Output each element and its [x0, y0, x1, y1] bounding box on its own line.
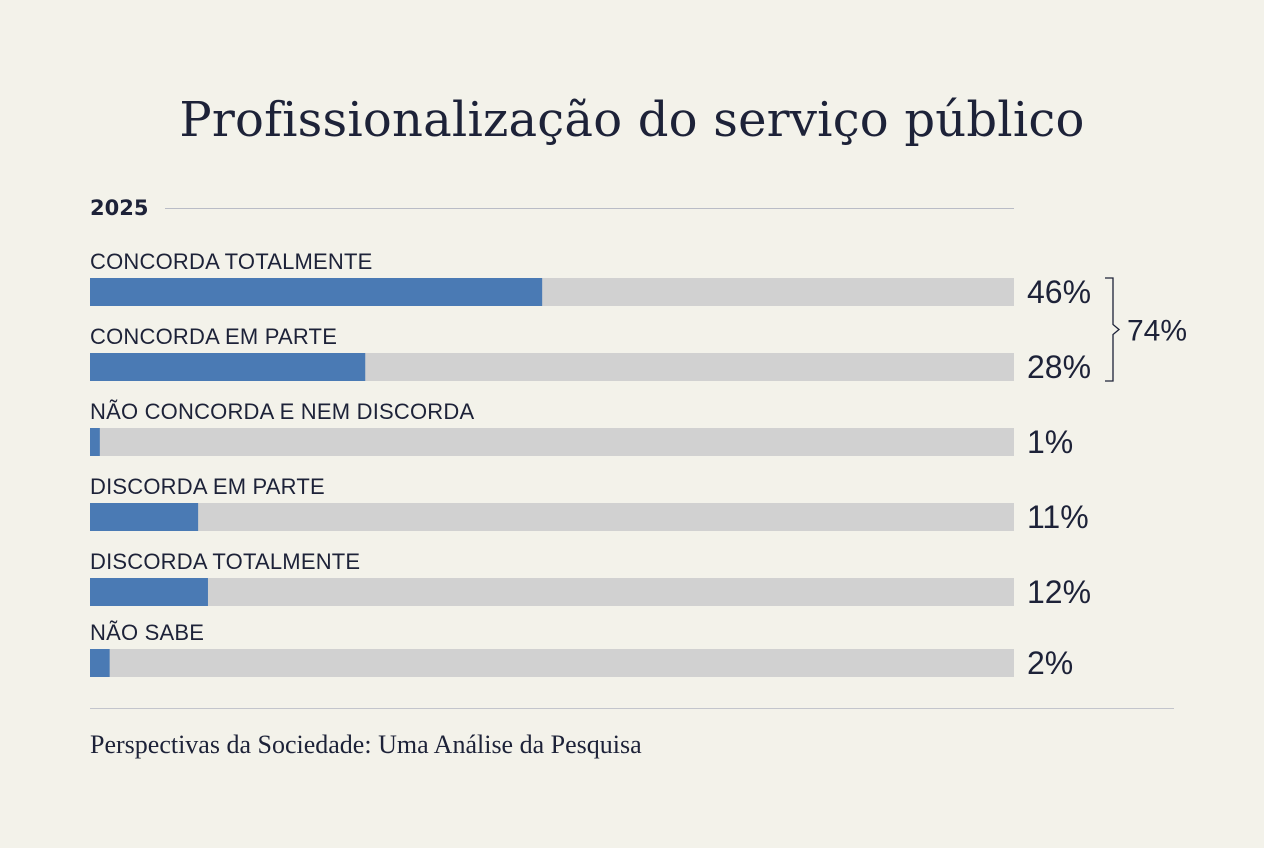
bar	[90, 503, 199, 531]
category-label: NÃO CONCORDA E NEM DISCORDA	[90, 399, 474, 424]
bar	[90, 428, 100, 456]
chart-title: Profissionalização do serviço público	[179, 92, 1085, 148]
footer-divider	[90, 708, 1174, 709]
bar	[90, 353, 366, 381]
footer-source: Perspectivas da Sociedade: Uma Análise d…	[90, 730, 642, 759]
bar-track	[90, 503, 1014, 531]
category-label: DISCORDA EM PARTE	[90, 474, 325, 499]
bar	[90, 578, 208, 606]
bracket-total-label: 74%	[1127, 315, 1187, 348]
bracket-annotation	[1105, 277, 1121, 382]
value-label: 2%	[1027, 645, 1073, 681]
bar-track	[90, 649, 1014, 677]
value-label: 1%	[1027, 424, 1073, 460]
category-label: NÃO SABE	[90, 620, 204, 645]
category-label: CONCORDA TOTALMENTE	[90, 249, 373, 274]
category-label: DISCORDA TOTALMENTE	[90, 549, 360, 574]
category-label: CONCORDA EM PARTE	[90, 324, 337, 349]
bar-track	[90, 428, 1014, 456]
value-label: 28%	[1027, 349, 1091, 385]
value-label: 12%	[1027, 574, 1091, 610]
value-label: 46%	[1027, 274, 1091, 310]
bar	[90, 649, 110, 677]
bar	[90, 278, 543, 306]
year-label: 2025	[90, 196, 149, 220]
value-label: 11%	[1027, 499, 1089, 535]
bar-track	[90, 578, 1014, 606]
year-divider	[165, 208, 1014, 209]
